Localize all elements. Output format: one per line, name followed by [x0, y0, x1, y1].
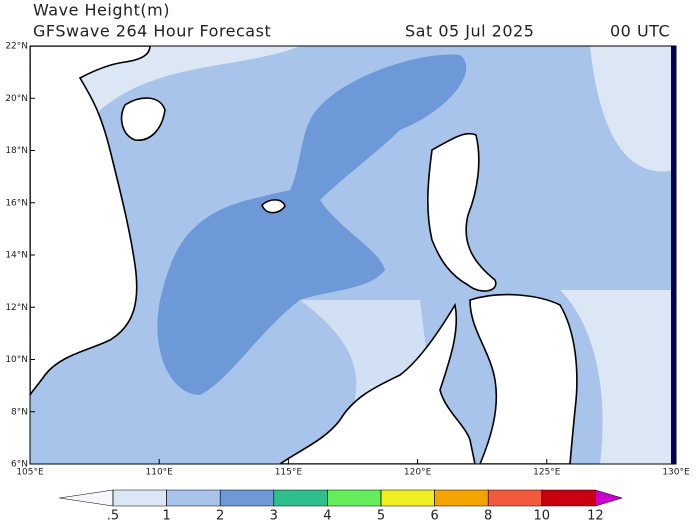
- colorbar-bin: [112, 489, 167, 507]
- coastline: [278, 302, 476, 464]
- y-tick-label: 6°N: [11, 460, 28, 470]
- colorbar-bin: [434, 489, 489, 507]
- x-tick-label: 105°E: [16, 468, 44, 478]
- x-tick-label: 120°E: [404, 468, 432, 478]
- time: 00 UTC: [610, 22, 670, 41]
- island: [120, 97, 166, 141]
- x-tick-label: 110°E: [146, 468, 174, 478]
- coastline: [469, 293, 578, 464]
- y-tick-label: 8°N: [11, 407, 28, 417]
- colorbar-label: 5: [377, 509, 385, 524]
- high-wave-area: [157, 54, 467, 395]
- date: Sat 05 Jul 2025: [405, 22, 534, 41]
- island: [261, 199, 286, 214]
- colorbar-label: 12: [587, 509, 604, 524]
- colorbar-label: 6: [430, 509, 438, 524]
- colorbar-triangle: [595, 489, 624, 507]
- colorbar-bin: [273, 489, 328, 507]
- colorbar-triangle: [59, 489, 114, 507]
- y-tick-label: 18°N: [5, 146, 28, 156]
- colorbar-bin: [541, 489, 596, 507]
- y-tick-label: 14°N: [5, 251, 28, 261]
- colorbar-bin: [327, 489, 382, 507]
- y-tick-label: 10°N: [5, 355, 28, 365]
- x-tick-label: 125°E: [533, 468, 561, 478]
- y-tick-label: 22°N: [5, 42, 28, 52]
- colorbar-label: 8: [484, 509, 492, 524]
- colorbar-bin: [487, 489, 543, 507]
- title: Wave Height(m): [33, 1, 170, 20]
- colorbar-bin: [166, 489, 221, 507]
- map-edge: [671, 46, 676, 464]
- coastline: [427, 132, 497, 292]
- colorbar-label: 1: [162, 509, 170, 524]
- colorbar-label: .5: [107, 509, 119, 524]
- subtitle: GFSwave 264 Hour Forecast: [33, 22, 271, 41]
- light-sea: [560, 46, 676, 464]
- colorbar-label: 10: [534, 509, 551, 524]
- map: [29, 45, 677, 465]
- colorbar-label: 3: [270, 509, 278, 524]
- y-tick-label: 16°N: [5, 198, 28, 208]
- colorbar-bin: [219, 489, 275, 507]
- colorbar-label: 2: [216, 509, 224, 524]
- coastline: [30, 46, 151, 397]
- y-tick-label: 12°N: [5, 303, 28, 313]
- colorbar-label: 4: [323, 509, 331, 524]
- x-tick-label: 130°E: [662, 468, 690, 478]
- x-tick-label: 115°E: [275, 468, 303, 478]
- colorbar-bin: [380, 489, 435, 507]
- y-tick-label: 20°N: [5, 94, 28, 104]
